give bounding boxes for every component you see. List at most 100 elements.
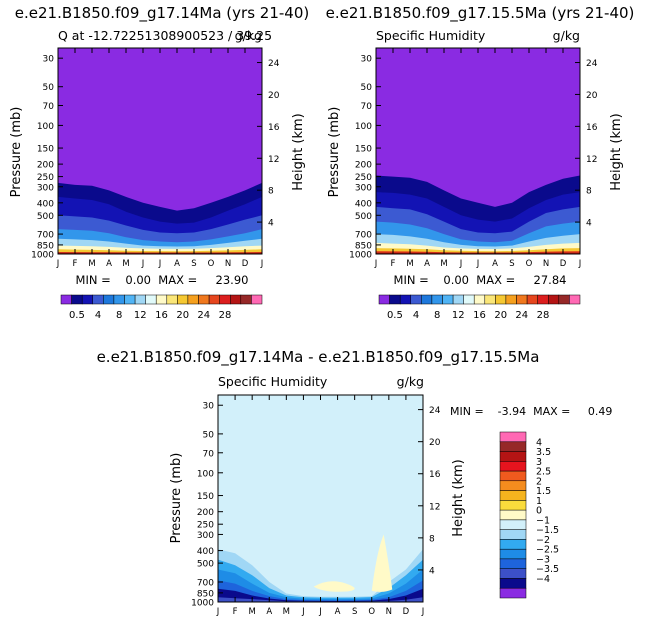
y-tick-label: 30 — [361, 55, 373, 65]
x-tick-label: S — [509, 259, 514, 269]
y-axis-label: Pressure (mb) — [9, 107, 24, 198]
y-tick-label: 300 — [197, 531, 214, 541]
colorbar-label: 24 — [197, 310, 210, 321]
colorbar-swatch — [103, 294, 115, 305]
colorbar-swatch — [537, 294, 549, 305]
colorbar-swatch — [495, 294, 507, 305]
x-tick-label: A — [424, 259, 430, 269]
colorbar-swatch — [452, 294, 464, 305]
colorbar-swatch — [81, 294, 94, 305]
colorbar-label: −1.5 — [536, 525, 559, 536]
y-axis-right-label: Height (km) — [291, 113, 306, 190]
colorbar-swatch — [499, 578, 527, 589]
positive-anomaly-patch — [371, 534, 393, 592]
y-axis-label: Pressure (mb) — [327, 107, 342, 198]
y-right-tick-label: 12 — [586, 155, 597, 165]
contour-band — [218, 580, 423, 602]
chart-subtitle-left: Q at -12.72251308900523 / 39.25 — [58, 28, 272, 43]
colorbar-label: 0 — [536, 506, 542, 517]
chart-panel-14ma: e.e21.B1850.f09_g17.14Ma (yrs 21-40) Q a… — [9, 4, 309, 287]
colorbar-swatch — [499, 509, 527, 521]
y-tick-label: 1000 — [191, 599, 214, 609]
colorbar-swatch — [499, 461, 527, 472]
x-tick-label: M — [248, 607, 255, 617]
y-tick-label: 1000 — [349, 251, 372, 261]
colorbar-swatch — [499, 529, 527, 540]
y-tick-label: 200 — [197, 508, 214, 518]
y-axis-label: Pressure (mb) — [169, 453, 184, 544]
y-tick-label: 400 — [197, 547, 214, 557]
colorbar-swatch — [230, 294, 242, 305]
colorbar-label: 2 — [536, 476, 542, 487]
chart-subtitle-right: g/kg — [235, 28, 262, 43]
x-tick-label: J — [56, 259, 60, 269]
y-axis-right-label: Height (km) — [451, 459, 466, 536]
colorbar-swatch — [134, 294, 146, 305]
chart-panel-difference: e.e21.B1850.f09_g17.14Ma - e.e21.B1850.f… — [97, 348, 613, 617]
y-tick-label: 50 — [43, 83, 55, 93]
y-right-tick-label: 4 — [586, 219, 592, 229]
colorbar-label: 0.5 — [69, 310, 85, 321]
colorbar-swatch — [499, 480, 527, 491]
positive-anomaly-patch — [313, 581, 355, 592]
colorbar-swatch — [113, 294, 125, 305]
chart-subtitle-left: Specific Humidity — [376, 28, 486, 43]
colorbar-swatch — [499, 539, 527, 550]
y-tick-label: 700 — [197, 578, 214, 588]
y-tick-label: 100 — [37, 122, 54, 132]
colorbar-swatch — [145, 294, 157, 305]
colorbar-swatch — [378, 294, 390, 305]
y-tick-label: 70 — [203, 449, 215, 459]
colorbar-label: 24 — [515, 310, 528, 321]
y-right-tick-label: 16 — [586, 123, 598, 133]
y-tick-label: 150 — [37, 145, 54, 155]
x-tick-label: F — [73, 259, 78, 269]
x-tick-label: N — [225, 259, 231, 269]
x-tick-label: F — [391, 259, 396, 269]
y-tick-label: 700 — [355, 231, 372, 241]
colorbar-swatch — [499, 587, 527, 599]
colorbar-label: −2 — [536, 535, 550, 546]
colorbar-swatch — [251, 294, 263, 305]
y-tick-label: 200 — [355, 161, 372, 171]
y-right-tick-label: 8 — [429, 534, 435, 544]
y-tick-label: 50 — [361, 83, 373, 93]
colorbar-swatch — [240, 294, 252, 305]
contour-band — [218, 559, 423, 602]
y-tick-label: 100 — [355, 122, 372, 132]
colorbar-swatch — [499, 470, 527, 482]
colorbar-swatch — [484, 294, 496, 305]
x-tick-label: O — [208, 259, 215, 269]
y-right-tick-label: 20 — [429, 438, 441, 448]
colorbar-swatch — [389, 294, 401, 305]
colorbar-vertical: 43.532.521.510−1−1.5−2−2.5−3−3.5−4 — [499, 431, 559, 599]
chart-title: e.e21.B1850.f09_g17.14Ma (yrs 21-40) — [15, 4, 309, 23]
colorbar-swatch — [71, 294, 83, 305]
colorbar-label: 16 — [155, 310, 168, 321]
x-tick-label: J — [421, 607, 425, 617]
colorbar-label: 3 — [536, 457, 542, 468]
y-right-tick-label: 8 — [268, 187, 274, 197]
colorbar-label: 8 — [116, 310, 122, 321]
colorbar-swatch — [499, 558, 527, 569]
colorbar-swatch — [399, 294, 412, 305]
y-tick-label: 70 — [43, 102, 55, 112]
x-tick-label: A — [335, 607, 341, 617]
colorbar-swatch — [499, 519, 527, 530]
chart-panel-15-5ma: e.e21.B1850.f09_g17.15.5Ma (yrs 21-40) S… — [326, 4, 635, 287]
colorbar-swatch — [187, 294, 199, 305]
colorbar-swatch — [60, 294, 72, 305]
x-tick-label: A — [266, 607, 272, 617]
y-tick-label: 100 — [197, 469, 214, 479]
chart-title: e.e21.B1850.f09_g17.14Ma - e.e21.B1850.f… — [97, 348, 540, 367]
colorbar-swatch — [569, 294, 581, 305]
x-tick-label: J — [374, 259, 378, 269]
x-tick-label: M — [88, 259, 95, 269]
y-right-tick-label: 16 — [429, 470, 441, 480]
y-tick-label: 30 — [203, 402, 215, 412]
colorbar-swatch — [548, 294, 560, 305]
y-tick-label: 250 — [355, 173, 372, 183]
y-right-tick-label: 20 — [268, 91, 280, 101]
colorbar-label: 2.5 — [536, 467, 551, 478]
y-right-tick-label: 8 — [586, 187, 592, 197]
